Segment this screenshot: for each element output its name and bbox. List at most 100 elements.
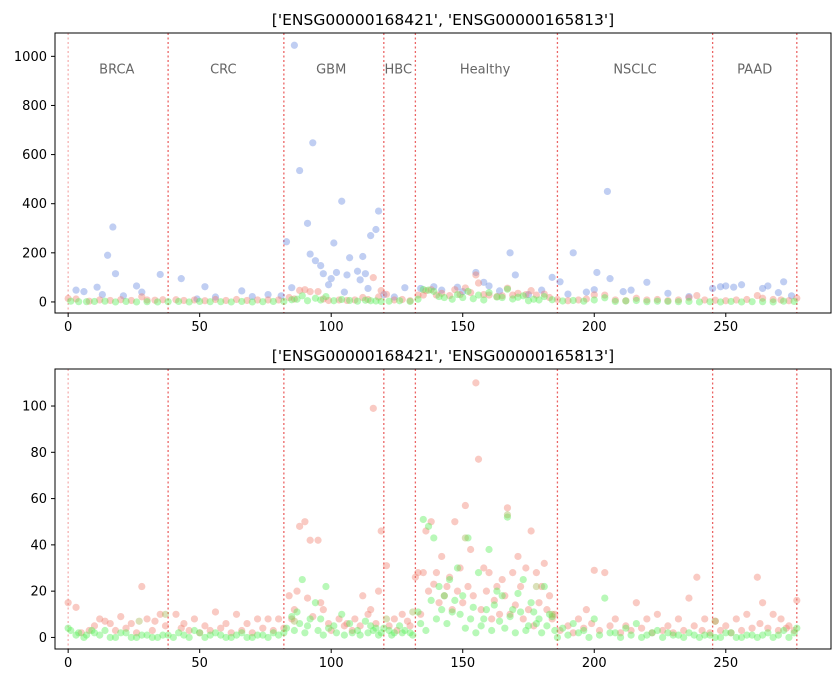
data-point [343, 271, 351, 279]
data-point [622, 297, 630, 305]
data-point [606, 622, 614, 630]
data-point [96, 296, 104, 304]
data-point [716, 283, 725, 291]
data-point [338, 295, 346, 304]
data-point [306, 615, 314, 623]
data-point [201, 297, 209, 305]
data-point [343, 619, 351, 628]
data-point [148, 626, 156, 635]
data-point [464, 582, 472, 591]
data-point [314, 288, 322, 296]
data-point [511, 271, 519, 279]
data-point [540, 559, 548, 567]
data-point [440, 293, 448, 302]
data-point [432, 291, 441, 299]
data-point [151, 617, 159, 625]
data-point [324, 296, 333, 305]
data-point [367, 622, 375, 630]
data-point [461, 501, 469, 510]
data-point [727, 297, 735, 306]
data-point [372, 297, 380, 305]
data-point [280, 624, 288, 632]
data-point [301, 518, 309, 526]
group-label: BRCA [99, 63, 134, 78]
data-point [288, 296, 296, 304]
data-point [356, 631, 364, 639]
data-point [306, 536, 314, 544]
data-point [424, 286, 433, 294]
data-point [785, 622, 793, 630]
data-point [459, 288, 467, 296]
data-point [264, 615, 272, 623]
data-point [519, 575, 527, 584]
data-point [372, 225, 380, 234]
data-point [138, 288, 146, 296]
data-point [690, 622, 698, 630]
data-point [469, 603, 477, 611]
data-point [777, 615, 785, 623]
data-point [324, 619, 333, 628]
data-point [498, 592, 506, 600]
data-point [564, 290, 572, 298]
data-point [264, 633, 272, 642]
data-point [364, 629, 372, 637]
data-point [701, 615, 709, 623]
data-point [85, 297, 93, 305]
data-point [82, 631, 91, 639]
x-tick-label: 50 [191, 320, 208, 335]
data-point [543, 622, 551, 630]
data-point [380, 290, 388, 299]
data-point [411, 573, 419, 581]
data-point [298, 292, 306, 300]
data-point [451, 518, 459, 526]
data-point [206, 626, 214, 635]
data-point [264, 296, 272, 304]
data-point [164, 298, 172, 306]
data-point [253, 615, 262, 623]
data-point [524, 297, 533, 305]
data-point [474, 279, 483, 287]
data-point [109, 223, 117, 231]
data-point [314, 626, 322, 635]
data-point [593, 268, 601, 277]
data-point [695, 298, 704, 306]
data-point [248, 633, 256, 642]
data-point [590, 296, 598, 304]
x-tick-label: 100 [319, 320, 344, 335]
data-point [227, 633, 235, 642]
data-point [303, 219, 312, 227]
data-point [382, 615, 391, 623]
data-point [317, 296, 325, 304]
data-point [503, 285, 512, 293]
data-point [361, 296, 369, 304]
data-point [580, 626, 588, 635]
data-point [622, 297, 630, 305]
data-point [211, 608, 220, 616]
data-point [693, 573, 701, 581]
data-point [104, 251, 112, 259]
data-point [417, 284, 425, 293]
data-point [793, 596, 801, 605]
data-point [217, 624, 225, 632]
data-point [288, 284, 296, 292]
data-point [535, 599, 543, 607]
data-point [748, 298, 756, 306]
data-point [564, 631, 572, 639]
data-point [64, 624, 72, 632]
data-point [380, 624, 388, 632]
data-point [327, 626, 335, 635]
data-point [290, 606, 298, 614]
data-point [206, 631, 214, 639]
data-point [117, 613, 125, 621]
data-point [606, 275, 614, 283]
data-point [793, 294, 801, 302]
data-point [548, 273, 556, 281]
data-point [85, 626, 93, 635]
data-point [330, 622, 338, 630]
data-point [303, 594, 312, 602]
data-point [406, 297, 414, 305]
data-point [601, 569, 609, 577]
data-point [175, 629, 183, 637]
data-point [424, 522, 433, 530]
data-point [522, 626, 530, 635]
